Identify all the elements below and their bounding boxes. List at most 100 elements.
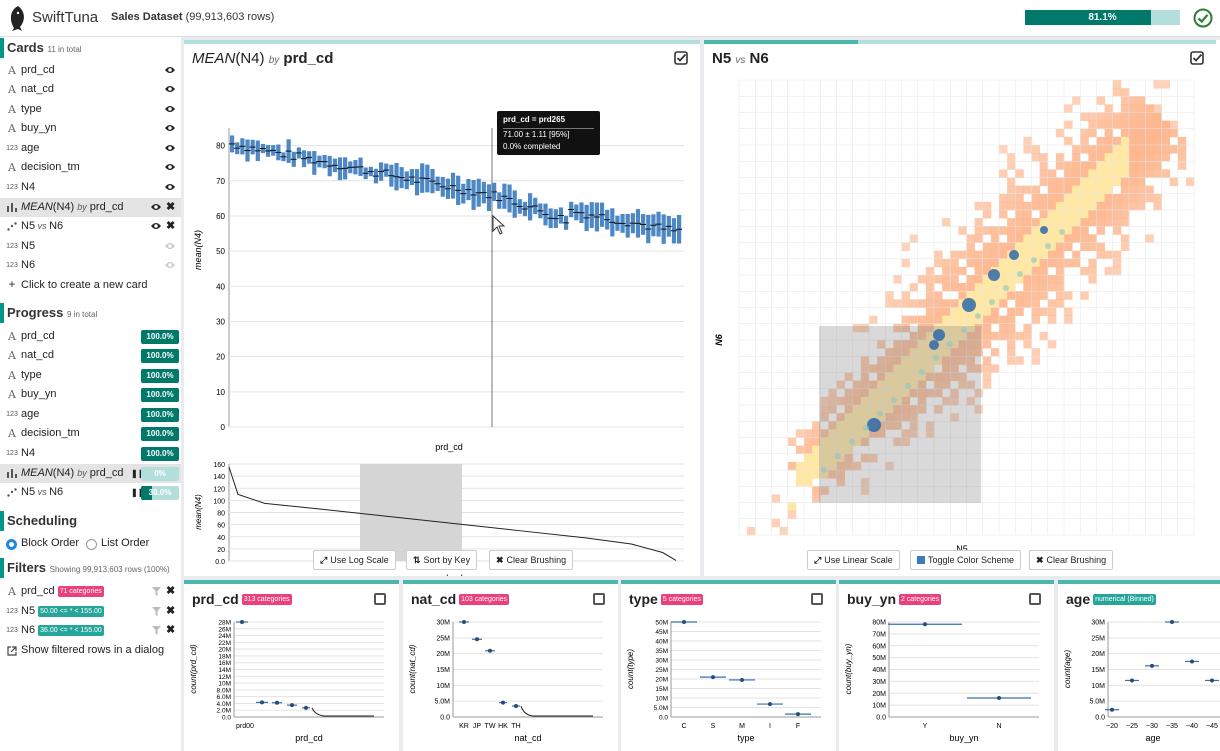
y-tick-label: 25M (1091, 635, 1105, 642)
card-item-n5[interactable]: 123 N5 (0, 237, 181, 256)
heatmap-cell (1031, 283, 1041, 292)
progress-header: Progress 9 in total (0, 303, 97, 323)
list-order-radio[interactable] (86, 539, 97, 550)
external-link-icon (7, 646, 17, 656)
card-item-n5-vs-n6[interactable]: N5 vs N6 ✖ (0, 217, 181, 236)
mini-chart-svg[interactable]: 0.02.0M4.0M6.0M8.0M10M12M14M16M18M20M22M… (184, 614, 399, 751)
mini-chart-svg[interactable]: 0.0 10M 20M 30M 40M 50M 60M 70M 80M count(buy_yn)… (839, 614, 1054, 751)
heatmap-cell (885, 299, 894, 308)
checkbox[interactable] (811, 593, 823, 605)
clear-brushing-button[interactable]: ✖ Clear Brushing (489, 550, 574, 570)
heatmap-cell (812, 429, 821, 438)
heatmap-cell (925, 364, 935, 373)
check-circle-icon (1193, 8, 1213, 28)
heatmap-cell (1153, 193, 1162, 203)
sort-by-key-button[interactable]: ⇅ Sort by Key (406, 550, 478, 570)
remove-filter-icon[interactable]: ✖ (166, 585, 176, 597)
card-title: MEAN(N4) by prd_cd (192, 50, 334, 67)
use-linear-scale-button[interactable]: ⤢ Use Linear Scale (807, 550, 900, 570)
close-icon[interactable]: ✖ (166, 201, 176, 213)
x-tick-label: ~45 (1206, 723, 1218, 730)
brush-selection[interactable] (819, 326, 981, 503)
list-order-option[interactable]: List Order (80, 534, 180, 553)
heatmap-cell (1055, 283, 1065, 292)
eye-icon[interactable] (164, 241, 176, 251)
heatmap-cell (1047, 210, 1057, 219)
mini-chart-svg[interactable]: 0.0 5.0M 10M 15M 20M 25M 30M count(nat_cd) nat_c… (403, 614, 618, 751)
create-card-link[interactable]: + Click to create a new card (0, 276, 181, 295)
block-order-option[interactable]: Block Order (0, 534, 181, 553)
card-item-mean-n4[interactable]: MEAN(N4) by prd_cd ✖ (0, 198, 181, 217)
checkbox[interactable] (1029, 593, 1041, 605)
pause-icon[interactable]: ❚❚ (131, 488, 145, 497)
toggle-color-scheme-button[interactable]: Toggle Color Scheme (910, 550, 1022, 570)
heatmap-cell (893, 372, 902, 382)
eye-icon[interactable] (164, 143, 176, 153)
eye-icon[interactable] (164, 104, 176, 114)
card-item-n6[interactable]: 123 N6 (0, 256, 181, 275)
show-filtered-rows-link[interactable]: Show filtered rows in a dialog (0, 641, 181, 660)
density-ridge (1017, 271, 1023, 277)
progress-label: type (21, 369, 42, 381)
eye-icon[interactable] (164, 260, 176, 270)
count-point (768, 702, 772, 707)
checkbox-checked-icon[interactable] (1190, 51, 1204, 65)
clear-brushing-button[interactable]: ✖ Clear Brushing (1029, 550, 1114, 570)
mini-chart-svg[interactable]: 0.0 5.0M 10M 15M 20M 25M 30M 35M 40M 45M 50M count(… (621, 614, 836, 751)
heatmap-cell (1072, 145, 1081, 154)
filter-icon[interactable] (152, 587, 161, 596)
heatmap-cell (885, 405, 894, 414)
close-icon[interactable]: ✖ (166, 220, 176, 232)
x-tick-label: ~30 (1146, 723, 1158, 730)
heatmap-cell (1112, 169, 1122, 178)
heatmap-cell (804, 445, 813, 455)
heatmap-cell (1153, 80, 1162, 89)
eye-icon[interactable] (164, 182, 176, 192)
progress-label: MEAN(N4) by prd_cd (21, 467, 124, 479)
heatmap-svg[interactable]: N5 N6 (704, 70, 1220, 550)
heatmap-cell (942, 356, 951, 365)
count-point (711, 675, 715, 680)
remove-filter-icon[interactable]: ✖ (166, 605, 176, 617)
card-item-n4[interactable]: 123 N4 (0, 178, 181, 197)
pause-icon[interactable]: ❚❚ (131, 469, 145, 478)
mini-chart-svg[interactable]: 0.0 5.0M 10M 15M 20M 25M 30M count(age) age ~20 ~2… (1058, 614, 1220, 751)
heatmap-cell (860, 380, 870, 390)
heatmap-cell (1047, 185, 1057, 195)
card-item-age[interactable]: 123 age (0, 139, 181, 158)
eye-icon[interactable] (164, 123, 176, 133)
heatmap-cell (950, 307, 959, 317)
heatmap-cell (966, 348, 976, 357)
brush-selection[interactable] (360, 464, 462, 561)
checkbox[interactable] (593, 593, 605, 605)
filter-icon[interactable] (152, 626, 161, 635)
block-order-radio[interactable] (6, 539, 17, 550)
card-progress-strip (403, 580, 618, 584)
heatmap-cell (974, 250, 984, 260)
eye-icon[interactable] (150, 202, 162, 212)
use-log-scale-button[interactable]: ⤢ Use Log Scale (313, 550, 396, 570)
heatmap-cell (1112, 250, 1122, 260)
eye-icon[interactable] (150, 221, 162, 231)
heatmap-cell (966, 364, 976, 373)
eye-icon[interactable] (164, 84, 176, 94)
heatmap-cell (917, 323, 927, 333)
numerical-icon: 123 (6, 145, 18, 152)
checkbox-checked-icon[interactable] (674, 51, 688, 65)
eye-icon[interactable] (164, 65, 176, 75)
overview-x-label: prd_cd (435, 573, 463, 576)
checkbox[interactable] (374, 593, 386, 605)
filter-icon[interactable] (152, 607, 161, 616)
eye-icon[interactable] (164, 162, 176, 172)
mean-chart-svg[interactable]: 0 10 20 30 40 50 60 70 80 mean(N4) prd_cd 0.0 20 4… (184, 80, 700, 576)
heatmap-cell (958, 283, 967, 292)
x-tick-label: C (681, 723, 686, 730)
heatmap-cell (828, 437, 837, 447)
density-ridge (1059, 229, 1065, 235)
remove-filter-icon[interactable]: ✖ (166, 624, 176, 636)
